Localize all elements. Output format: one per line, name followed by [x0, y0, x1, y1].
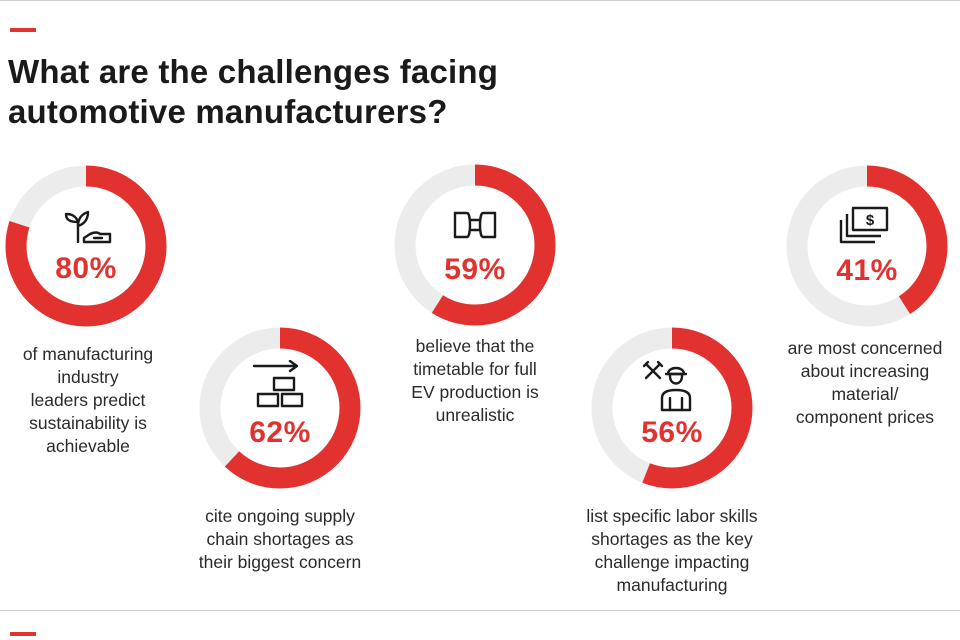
- stat-caption: of manufacturing industry leaders predic…: [0, 343, 176, 458]
- caption-line: achievable: [46, 436, 130, 456]
- caption-line: believe that the: [415, 336, 535, 356]
- stat-supply-chain: 62%: [198, 326, 362, 490]
- donut-value-arc: [786, 165, 948, 327]
- caption-line: cite ongoing supply: [205, 506, 355, 526]
- caption-line: about increasing: [800, 361, 930, 381]
- caption-line: component prices: [795, 407, 935, 427]
- stat-value: 80%: [55, 252, 117, 285]
- money-stack-icon: $: [839, 206, 889, 244]
- stat-value: 41%: [836, 254, 898, 287]
- caption-line: industry: [57, 367, 119, 387]
- title-line-2: automotive manufacturers?: [8, 93, 448, 130]
- caption-line: their biggest concern: [198, 552, 362, 572]
- caption-line: EV production is: [411, 382, 539, 402]
- stat-ev-timetable: 59%: [393, 163, 557, 327]
- donut-value-arc: [5, 165, 167, 327]
- page-title: What are the challenges facing automotiv…: [8, 52, 708, 132]
- stat-material-prices: $ 41%: [785, 164, 949, 328]
- caption-line: material/: [831, 384, 899, 404]
- donut-ring: [786, 165, 948, 327]
- caption-line: shortages as the key: [591, 529, 753, 549]
- donut-ring: [591, 327, 753, 489]
- svg-text:$: $: [866, 212, 875, 229]
- supply-chain-boxes-icon: [252, 360, 304, 408]
- title-line-1: What are the challenges facing: [8, 53, 499, 90]
- stat-caption: cite ongoing supply chain shortages as t…: [170, 505, 390, 574]
- caption-line: are most concerned: [787, 338, 943, 358]
- bottom-divider: [0, 610, 960, 611]
- caption-line: of manufacturing: [22, 344, 154, 364]
- top-divider: [0, 0, 960, 1]
- stat-labor-skills: 56%: [590, 326, 754, 490]
- donut-ring: [199, 327, 361, 489]
- sustainability-sprout-hand-icon: [64, 210, 112, 244]
- stat-caption: believe that the timetable for full EV p…: [385, 335, 565, 427]
- caption-line: list specific labor skills: [586, 506, 758, 526]
- caption-line: unrealistic: [435, 405, 515, 425]
- donut-ring: [394, 164, 556, 326]
- stat-sustainability: 80%: [4, 164, 168, 328]
- stat-caption: list specific labor skills shortages as …: [552, 505, 792, 597]
- stat-value: 62%: [249, 416, 311, 449]
- caption-line: manufacturing: [616, 575, 728, 595]
- caption-line: timetable for full: [413, 359, 537, 379]
- skilled-worker-icon: [642, 360, 692, 412]
- bottom-accent-bar: [10, 632, 36, 636]
- top-accent-bar: [10, 28, 36, 32]
- donut-value-arc: [394, 164, 556, 326]
- stat-value: 59%: [444, 253, 506, 286]
- stat-value: 56%: [641, 416, 703, 449]
- caption-line: challenge impacting: [594, 552, 750, 572]
- donut-value-arc: [591, 327, 753, 489]
- stat-caption: are most concerned about increasing mate…: [760, 337, 960, 429]
- caption-line: chain shortages as: [206, 529, 354, 549]
- caption-line: sustainability is: [29, 413, 147, 433]
- ev-plug-icon: [453, 211, 497, 239]
- donut-ring: [5, 165, 167, 327]
- donut-value-arc: [199, 327, 361, 489]
- caption-line: leaders predict: [30, 390, 146, 410]
